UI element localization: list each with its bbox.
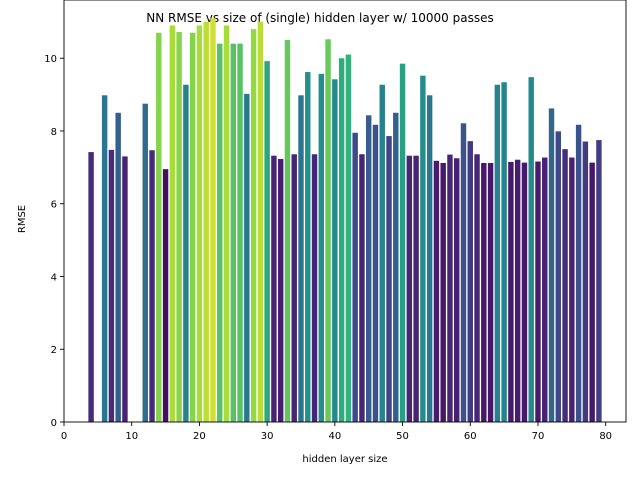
y-axis-label: RMSE — [17, 205, 28, 233]
bar — [487, 162, 494, 423]
bar — [542, 157, 548, 422]
bar — [440, 162, 446, 423]
plot-frame — [63, 0, 627, 423]
x-axis-label: hidden layer size — [302, 454, 387, 465]
bar — [196, 25, 203, 422]
x-tick-label: 80 — [599, 431, 612, 442]
x-tick-label: 10 — [125, 431, 138, 442]
bar — [345, 54, 352, 422]
bar — [386, 136, 392, 422]
bar — [433, 160, 440, 423]
bar — [494, 84, 501, 422]
bar — [582, 141, 589, 422]
y-tick-label: 8 — [51, 127, 57, 138]
x-tick-label: 40 — [328, 431, 341, 442]
bar — [508, 161, 514, 422]
bar — [298, 95, 304, 422]
bar — [562, 149, 568, 422]
y-tick-label: 10 — [44, 54, 57, 65]
bar — [325, 39, 331, 422]
bar — [210, 18, 216, 422]
bar — [189, 32, 196, 423]
bar — [257, 21, 264, 423]
bar — [365, 115, 372, 422]
bar — [569, 157, 575, 422]
y-tick-label: 4 — [51, 272, 57, 283]
bar — [223, 25, 230, 422]
bar — [217, 43, 223, 422]
y-tick-label: 2 — [51, 345, 57, 356]
bar — [338, 58, 345, 423]
bar — [589, 162, 595, 422]
bar — [501, 82, 507, 422]
bar — [203, 21, 209, 423]
bar — [426, 95, 433, 422]
bar — [162, 169, 169, 422]
bar — [596, 140, 602, 422]
bar — [250, 29, 257, 422]
bar — [291, 154, 297, 422]
x-axis-ticks: 0 10 20 30 40 50 60 70 80 — [61, 422, 612, 442]
bar — [372, 124, 379, 422]
bar — [467, 141, 473, 422]
bar — [447, 154, 453, 423]
bar — [142, 103, 148, 423]
bar — [284, 40, 291, 423]
bar — [399, 63, 406, 422]
bar — [474, 154, 480, 422]
bar — [264, 61, 270, 423]
bar — [271, 155, 277, 422]
bar — [122, 156, 128, 422]
x-tick-label: 50 — [396, 431, 409, 442]
bar — [535, 161, 541, 422]
bar — [332, 79, 338, 422]
bar — [575, 124, 582, 422]
bar — [156, 32, 162, 423]
x-tick-label: 0 — [61, 431, 67, 442]
bar — [277, 158, 284, 423]
bar — [420, 75, 426, 423]
bar — [521, 162, 528, 422]
bars-group — [88, 18, 602, 423]
bar — [413, 155, 419, 422]
bar — [379, 84, 385, 422]
bar — [101, 95, 108, 422]
x-tick-label: 30 — [261, 431, 274, 442]
bar — [406, 155, 413, 422]
bar — [454, 158, 460, 422]
x-tick-label: 60 — [464, 431, 477, 442]
bar — [528, 77, 534, 423]
bar — [230, 43, 236, 422]
bar — [555, 131, 561, 422]
bar — [311, 154, 318, 422]
bar — [169, 25, 176, 422]
bar — [359, 154, 365, 422]
y-tick-label: 0 — [51, 418, 57, 429]
bar — [108, 149, 115, 422]
bar — [514, 159, 521, 422]
bar — [149, 150, 155, 422]
x-tick-label: 20 — [193, 431, 206, 442]
bar — [460, 123, 467, 422]
bar — [176, 32, 182, 422]
bar — [183, 84, 189, 422]
x-tick-label: 70 — [532, 431, 545, 442]
bar — [88, 152, 94, 422]
bar — [244, 93, 250, 423]
y-tick-label: 6 — [51, 200, 57, 211]
bar — [115, 112, 121, 422]
bar — [393, 112, 399, 422]
bar — [352, 132, 358, 422]
bar — [237, 43, 243, 422]
bar — [318, 73, 325, 422]
y-axis-ticks: 0 2 4 6 8 10 — [44, 54, 64, 429]
bar — [305, 72, 311, 422]
bar — [548, 108, 555, 422]
chart-title: NN RMSE vs size of (single) hidden layer… — [146, 11, 493, 25]
bar — [481, 162, 487, 423]
